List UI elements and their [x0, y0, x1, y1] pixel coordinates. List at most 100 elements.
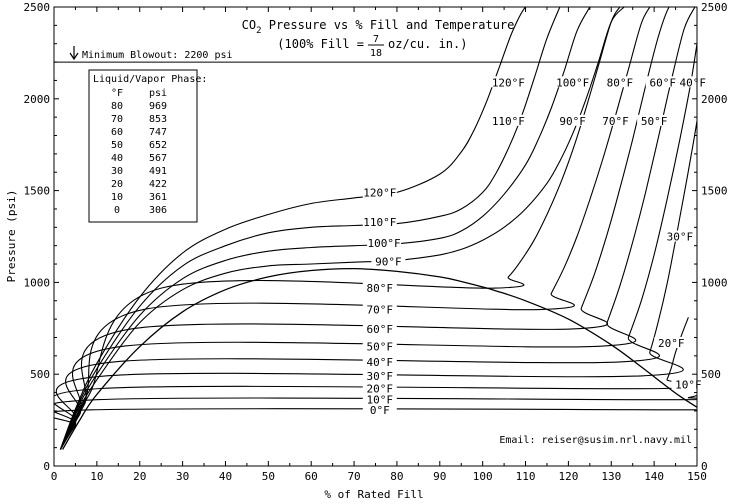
table-col-temp: °F	[111, 88, 123, 99]
y-tick-label: 2500	[24, 1, 51, 14]
x-tick-label: 70	[347, 470, 360, 483]
series-label-right-110f-bg	[491, 114, 526, 126]
table-cell-temp: 30	[111, 166, 123, 177]
subtitle-fraction-denominator: 18	[370, 48, 382, 59]
y-tick-label: 0	[43, 460, 50, 473]
chart-title: CO2 Pressure vs % Fill and Temperature	[242, 18, 515, 36]
x-tick-label: 40	[219, 470, 232, 483]
table-cell-psi: 652	[149, 140, 167, 151]
y-tick-label-right: 2500	[701, 1, 728, 14]
table-cell-temp: 10	[111, 192, 123, 203]
y-tick-label-right: 1500	[701, 185, 728, 198]
series-label-right-70f-bg	[598, 114, 633, 126]
x-tick-label: 20	[133, 470, 146, 483]
series-label-right-120f-bg	[491, 76, 526, 88]
series-label-right-30f-bg	[662, 230, 697, 242]
table-cell-temp: 0	[114, 205, 120, 216]
table-cell-temp: 60	[111, 127, 123, 138]
series-label-right-110f: 110°F	[492, 115, 525, 128]
series-line-100f	[59, 7, 591, 450]
y-axis-label: Pressure (psi)	[5, 190, 18, 283]
series-label-right-50f: 50°F	[641, 115, 668, 128]
x-tick-label: 60	[305, 470, 318, 483]
x-tick-label: 10	[90, 470, 103, 483]
table-cell-psi: 969	[149, 101, 167, 112]
series-label-90f: 90°F	[375, 255, 402, 268]
series-label-right-90f: 90°F	[559, 115, 586, 128]
series-label-110f-bg	[362, 215, 397, 227]
series-label-right-30f: 30°F	[667, 231, 694, 244]
series-label-70f-bg	[362, 303, 397, 315]
y-tick-label: 2000	[24, 93, 51, 106]
series-label-0f: 0°F	[370, 404, 390, 417]
series-label-20f: 20°F	[367, 383, 394, 396]
series-label-40f: 40°F	[367, 356, 394, 369]
series-label-10f-bg	[362, 393, 397, 405]
series-label-0f-bg	[362, 403, 397, 415]
y-tick-label: 1000	[24, 276, 51, 289]
table-cell-psi: 567	[149, 153, 167, 164]
table-box	[88, 69, 198, 223]
series-label-right-100f-bg	[555, 76, 590, 88]
liquid-vapor-table: Liquid/Vapor Phase: °F psi 80 969 70 853 60 7…	[88, 69, 207, 223]
x-tick-label: 30	[176, 470, 189, 483]
subtitle-lead: (100% Fill =	[277, 37, 364, 51]
series-label-110f: 110°F	[363, 216, 396, 229]
series-label-right-20f-bg	[654, 336, 689, 348]
series-line-60f	[59, 7, 676, 450]
series-line-0f	[54, 408, 697, 450]
y-tick-label-right: 0	[701, 460, 708, 473]
subtitle-fraction-numerator: 7	[373, 34, 379, 45]
email-annotation: Email: reiser@susim.nrl.navy.mil	[499, 435, 692, 446]
series-label-10f: 10°F	[367, 394, 394, 407]
min-blowout-label: Minimum Blowout: 2200 psi	[82, 50, 233, 61]
chart-subtitle: (100% Fill = 7 18 oz/cu. in.)	[277, 34, 467, 59]
min-blowout-arrow-icon	[69, 46, 79, 61]
y-tick-label-right: 2000	[701, 93, 728, 106]
series-label-right-70f: 70°F	[602, 115, 629, 128]
table-cell-psi: 422	[149, 179, 167, 190]
series-label-right-20f: 20°F	[658, 337, 685, 350]
y-tick-label-right: 1000	[701, 276, 728, 289]
chart-title-lead: CO	[242, 18, 256, 32]
series-label-80f-bg	[362, 282, 397, 294]
table-cell-temp: 40	[111, 153, 123, 164]
axis-tick-labels: 0 10 20 30 40 50 60 70 80 90 100 110 120 130 140 1500 05…	[24, 1, 728, 483]
series-label-40f-bg	[362, 355, 397, 367]
table-col-psi: psi	[149, 88, 167, 99]
series-line-40f	[59, 43, 697, 450]
series-label-right-100f: 100°F	[556, 76, 589, 89]
series-label-120f: 120°F	[363, 186, 396, 199]
table-cell-psi: 491	[149, 166, 167, 177]
x-tick-label: 150	[687, 470, 707, 483]
series-label-60f-bg	[362, 322, 397, 334]
x-tick-label: 50	[262, 470, 275, 483]
series-label-30f-bg	[362, 369, 397, 381]
y-tick-label-right: 500	[701, 368, 721, 381]
table-cell-temp: 20	[111, 179, 123, 190]
plot-frame	[53, 6, 698, 467]
x-axis-label: % of Rated Fill	[324, 488, 423, 501]
x-tick-label: 140	[644, 470, 664, 483]
x-tick-label: 100	[473, 470, 493, 483]
table-cell-temp: 80	[111, 101, 123, 112]
x-tick-label: 120	[558, 470, 578, 483]
series-line-50f	[59, 7, 696, 450]
series-label-70f: 70°F	[367, 303, 394, 316]
x-tick-label: 0	[51, 470, 58, 483]
series-labels: 0°F10°F10°F20°F20°F30°F30°F40°F40°F50°F5…	[362, 76, 710, 417]
series-label-60f: 60°F	[367, 323, 394, 336]
subtitle-tail: oz/cu. in.)	[388, 37, 467, 51]
x-tick-label: 130	[601, 470, 621, 483]
series-label-50f-bg	[362, 340, 397, 352]
series-label-90f-bg	[371, 255, 406, 267]
series-label-100f-bg	[367, 236, 402, 248]
series-label-right-40f: 40°F	[679, 76, 706, 89]
series-line-80f	[59, 7, 621, 450]
y-tick-label: 500	[30, 368, 50, 381]
table-title: Liquid/Vapor Phase:	[93, 74, 207, 85]
series-label-30f: 30°F	[367, 370, 394, 383]
series-label-50f: 50°F	[367, 340, 394, 353]
series-label-right-50f-bg	[637, 114, 672, 126]
